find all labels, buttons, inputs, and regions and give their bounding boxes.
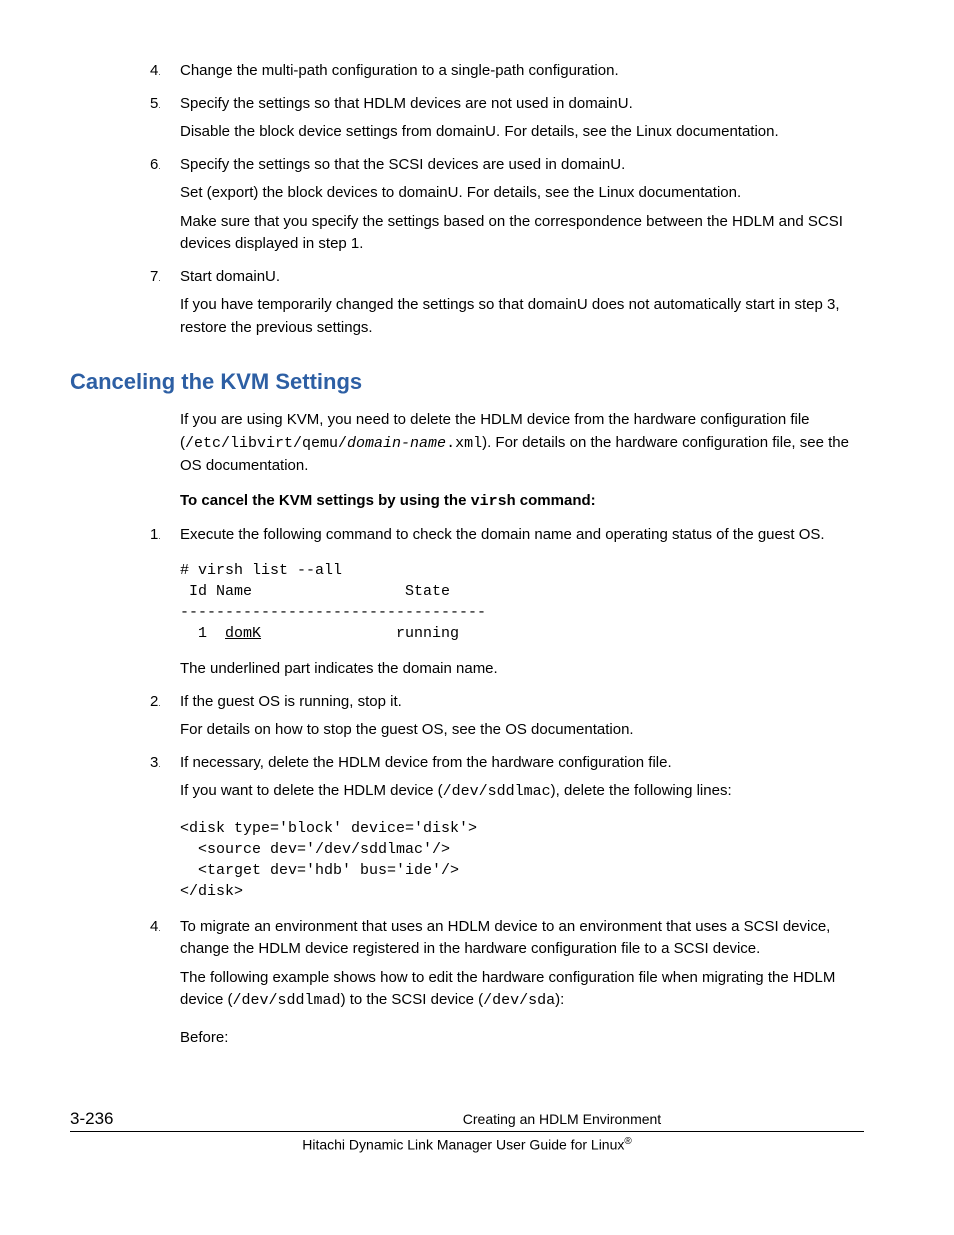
list-item: 5 Specify the settings so that HDLM devi… [180,93,864,144]
registered-mark: ® [624,1136,631,1147]
item-text: If necessary, delete the HDLM device fro… [180,754,672,771]
ordered-list-top: 4 Change the multi-path configuration to… [180,60,864,339]
page-number: 3-236 [70,1109,320,1129]
list-item: 4 To migrate an environment that uses an… [180,916,864,1050]
list-item: 4 Change the multi-path configuration to… [180,60,864,83]
item-text: Start domainU. [180,268,280,285]
page-footer: 3-236 Creating an HDLM Environment Hitac… [70,1109,864,1153]
text: ), delete the following lines: [551,782,732,799]
item-number: 3 [150,752,161,775]
item-sub: The underlined part indicates the domain… [180,658,864,681]
item-sub: If you have temporarily changed the sett… [180,294,864,339]
page-content: 4 Change the multi-path configuration to… [0,0,954,1193]
item-text: Specify the settings so that the SCSI de… [180,156,625,173]
text: ): [555,991,564,1008]
footer-subtitle: Hitachi Dynamic Link Manager User Guide … [70,1136,864,1153]
code-line: 1 [180,625,225,642]
list-item: 6 Specify the settings so that the SCSI … [180,154,864,256]
item-sub: Before: [180,1027,864,1050]
text: ) to the SCSI device ( [341,991,484,1008]
item-sub: Make sure that you specify the settings … [180,211,864,256]
list-item: 3 If necessary, delete the HDLM device f… [180,752,864,902]
list-item: 7 Start domainU. If you have temporarily… [180,266,864,340]
item-number: 4 [150,916,161,939]
code-block: # virsh list --all Id Name State -------… [180,560,864,644]
item-text: If the guest OS is running, stop it. [180,693,402,710]
code-line: Id Name State [180,583,450,600]
ordered-list-kvm: 1 Execute the following command to check… [180,524,864,1050]
list-item: 1 Execute the following command to check… [180,524,864,681]
code-line: ---------------------------------- [180,604,486,621]
text: Hitachi Dynamic Link Manager User Guide … [302,1137,624,1153]
item-sub: For details on how to stop the guest OS,… [180,719,864,742]
code-text: /etc/libvirt/qemu/ [185,435,347,452]
item-text: Execute the following command to check t… [180,526,825,543]
item-number: 1 [150,524,161,547]
item-number: 7 [150,266,161,289]
item-sub: The following example shows how to edit … [180,967,864,1013]
item-number: 6 [150,154,161,177]
code-block: <disk type='block' device='disk'> <sourc… [180,818,864,902]
item-number: 4 [150,60,161,83]
code-line: running [261,625,459,642]
code-underlined: domK [225,625,261,642]
intro-paragraph: If you are using KVM, you need to delete… [180,409,864,478]
item-text: Change the multi-path configuration to a… [180,62,619,79]
item-sub: If you want to delete the HDLM device (/… [180,780,864,804]
item-number: 2 [150,691,161,714]
code-text: /dev/sddlmad [233,992,341,1009]
code-line: # virsh list --all [180,562,342,579]
code-text: .xml [446,435,482,452]
item-text: Specify the settings so that HDLM device… [180,95,633,112]
text: To cancel the KVM settings by using the [180,492,471,509]
code-text: virsh [471,493,516,510]
item-sub: Set (export) the block devices to domain… [180,182,864,205]
footer-row: 3-236 Creating an HDLM Environment [70,1109,864,1129]
footer-divider [70,1131,864,1132]
list-item: 2 If the guest OS is running, stop it. F… [180,691,864,742]
item-sub: Disable the block device settings from d… [180,121,864,144]
text: If you want to delete the HDLM device ( [180,782,443,799]
footer-title: Creating an HDLM Environment [320,1111,804,1127]
item-text: To migrate an environment that uses an H… [180,918,830,958]
code-italic: domain-name [347,435,446,452]
code-text: /dev/sddlmac [443,783,551,800]
code-text: /dev/sda [483,992,555,1009]
text: command: [516,492,596,509]
section-heading: Canceling the KVM Settings [70,369,864,395]
bold-instruction: To cancel the KVM settings by using the … [180,492,864,510]
item-number: 5 [150,93,161,116]
